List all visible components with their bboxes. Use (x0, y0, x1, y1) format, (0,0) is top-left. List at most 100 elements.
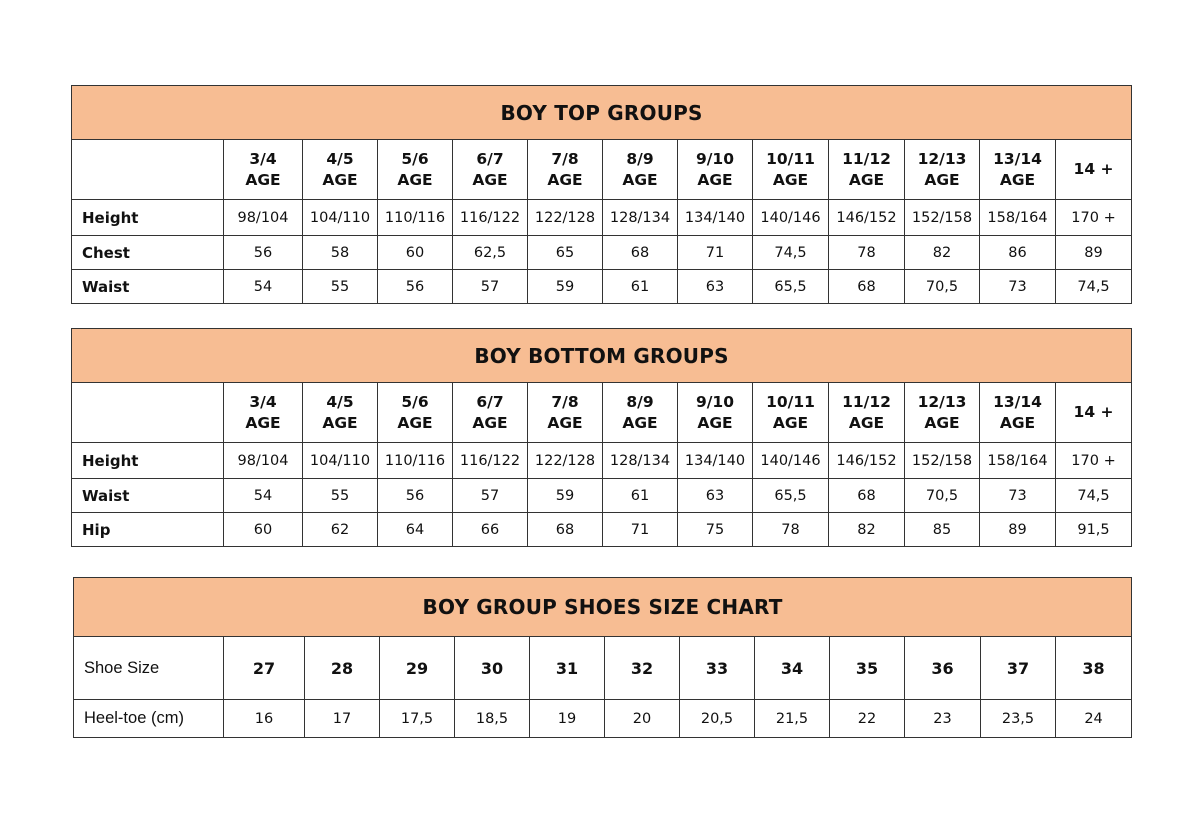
age-column-header: 4/5 AGE (302, 139, 378, 200)
age-range: 11/12 (842, 149, 891, 168)
age-unit: AGE (772, 170, 809, 189)
table-cell: 61 (602, 478, 678, 513)
age-range: 6/7 (476, 392, 504, 411)
age-range: 6/7 (476, 149, 504, 168)
table-cell: 140/146 (752, 199, 829, 236)
age-unit: AGE (924, 170, 960, 189)
table-cell: 134/140 (677, 199, 753, 236)
shoe-size-cell: 31 (529, 636, 605, 700)
boy-bottom-groups-table: BOY BOTTOM GROUPS 3/4 AGE 4/5 AGE 5/6 AGE 6/7 AG… (70, 328, 1133, 547)
boy-top-groups-table: BOY TOP GROUPS 3/4 AGE 4/5 AGE 5/6 AGE 6/7 AGE 7/… (70, 85, 1133, 304)
age-range: 3/4 (249, 149, 277, 168)
table-cell: 122/128 (527, 442, 603, 479)
table-cell: 116/122 (452, 442, 528, 479)
age-unit: AGE (697, 170, 733, 189)
heel-toe-cell: 17,5 (379, 699, 455, 738)
age-unit: AGE (547, 170, 583, 189)
table-cell: 152/158 (904, 442, 980, 479)
title-row: BOY GROUP SHOES SIZE CHART (72, 577, 1133, 637)
table-cell: 58 (302, 235, 378, 270)
table-cell: 170 + (1054, 442, 1133, 479)
table-cell: 140/146 (752, 442, 829, 479)
age-range: 12/13 (917, 149, 967, 168)
age-column-header: 9/10 AGE (677, 139, 753, 200)
table-cell: 104/110 (302, 199, 378, 236)
table-cell: 158/164 (979, 442, 1056, 479)
table-cell: 74,5 (752, 235, 829, 270)
age-column-header: 14 + (1054, 382, 1133, 443)
age-range: 11/12 (842, 392, 891, 411)
table-cell: 60 (377, 235, 453, 270)
age-range: 13/14 (993, 149, 1042, 168)
table-cell: 68 (602, 235, 678, 270)
table-cell: 56 (377, 269, 453, 304)
age-range: 4/5 (326, 149, 354, 168)
heel-toe-cell: 24 (1054, 699, 1133, 738)
row-label: Height (71, 442, 224, 479)
heel-toe-cell: 23,5 (980, 699, 1056, 738)
table-cell: 65,5 (752, 269, 829, 304)
heel-toe-cell: 21,5 (754, 699, 830, 738)
heel-toe-cell: 20,5 (679, 699, 755, 738)
row-label: Heel-toe (cm) (73, 699, 224, 738)
row-label: Hip (71, 512, 224, 547)
table-cell: 134/140 (677, 442, 753, 479)
table-cell: 64 (377, 512, 453, 547)
age-unit: AGE (622, 170, 658, 189)
shoe-size-cell: 30 (454, 636, 530, 700)
table-cell: 71 (602, 512, 678, 547)
table-cell: 56 (377, 478, 453, 513)
age-column-header: 4/5 AGE (302, 382, 378, 443)
row-label: Waist (71, 269, 224, 304)
shoe-size-cell: 35 (829, 636, 905, 700)
table-cell: 74,5 (1054, 269, 1133, 304)
shoe-size-cell: 33 (679, 636, 755, 700)
shoe-size-cell: 32 (604, 636, 680, 700)
age-column-header: 10/11 AGE (752, 139, 829, 200)
heel-toe-cell: 23 (904, 699, 981, 738)
table-cell: 89 (979, 512, 1056, 547)
age-unit: AGE (472, 170, 508, 189)
age-unit: AGE (322, 170, 358, 189)
age-column-header: 6/7 AGE (452, 139, 528, 200)
age-column-header: 12/13 AGE (904, 139, 980, 200)
table-cell: 98/104 (223, 442, 303, 479)
age-range: 5/6 (401, 392, 429, 411)
age-unit: AGE (772, 413, 809, 432)
table-cell: 62 (302, 512, 378, 547)
table-cell: 74,5 (1054, 478, 1133, 513)
age-column-header: 5/6 AGE (377, 139, 453, 200)
heel-toe-cell: 16 (223, 699, 305, 738)
table-cell: 70,5 (904, 269, 980, 304)
table-cell: 65,5 (752, 478, 829, 513)
heel-toe-cell: 22 (829, 699, 905, 738)
table-cell: 82 (904, 235, 980, 270)
table-row: Hip 60 62 64 66 68 71 75 78 82 85 89 91,5 (71, 512, 1133, 547)
age-unit: AGE (547, 413, 583, 432)
table-cell: 59 (527, 269, 603, 304)
age-range: 8/9 (626, 392, 654, 411)
age-unit: AGE (397, 170, 433, 189)
table-cell: 110/116 (377, 199, 453, 236)
table-cell: 59 (527, 478, 603, 513)
table-cell: 68 (828, 269, 905, 304)
age-range: 9/10 (695, 392, 735, 411)
table-cell: 89 (1054, 235, 1133, 270)
age-range: 9/10 (695, 149, 735, 168)
age-unit: AGE (999, 413, 1036, 432)
table-cell: 71 (677, 235, 753, 270)
table-cell: 78 (752, 512, 829, 547)
age-unit: AGE (697, 413, 733, 432)
table-cell: 75 (677, 512, 753, 547)
table-cell: 104/110 (302, 442, 378, 479)
table-cell: 65 (527, 235, 603, 270)
age-range: 12/13 (917, 392, 967, 411)
header-row: 3/4 AGE 4/5 AGE 5/6 AGE 6/7 AGE 7/8 AGE 8/9 AGE 9/10… (71, 139, 1133, 200)
age-column-header: 3/4 AGE (223, 139, 303, 200)
shoe-size-row: Shoe Size 27 28 29 30 31 32 33 34 35 36 37 38 (73, 636, 1133, 700)
table-cell: 63 (677, 478, 753, 513)
table-title: BOY BOTTOM GROUPS (70, 328, 1133, 383)
age-unit: AGE (245, 170, 281, 189)
table-cell: 128/134 (602, 199, 678, 236)
table-cell: 57 (452, 478, 528, 513)
